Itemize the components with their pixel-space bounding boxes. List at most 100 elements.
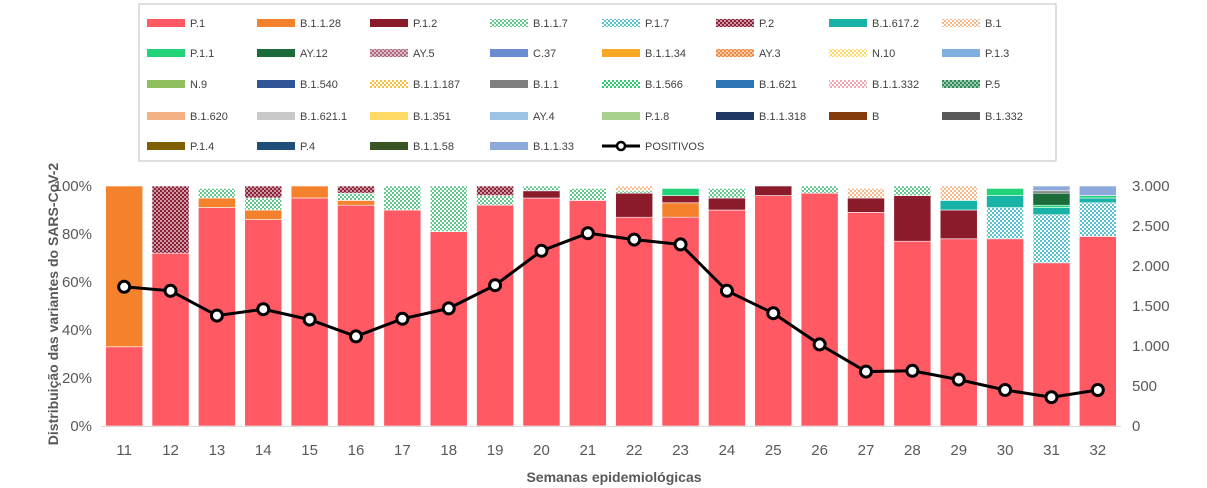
- bar-segment-p-1-26: [800, 192, 839, 427]
- bar-segment-p-1-2-25: [754, 185, 793, 196]
- x-tick-label: 25: [765, 442, 782, 459]
- legend-swatch-p-2: [716, 19, 754, 27]
- legend-swatch-b-1-1-7: [490, 19, 528, 27]
- legend-swatch-b-1: [942, 19, 980, 27]
- y2-tick-label: 3.000: [1132, 178, 1170, 195]
- bar-segment-p-2-14: [244, 185, 283, 199]
- y2-tick-label: 2.000: [1132, 258, 1170, 275]
- legend-swatch-b-1-332: [942, 112, 980, 120]
- positivos-point-25: [766, 306, 781, 321]
- x-tick-label: 22: [626, 442, 643, 459]
- legend-label-p-1: P.1: [190, 18, 205, 30]
- positivos-point-31: [1044, 390, 1059, 405]
- bar-segment-b-1-1-33-31: [1032, 185, 1071, 192]
- legend-label-b-1-621-1: B.1.621.1: [300, 111, 347, 123]
- x-tick-label: 32: [1089, 442, 1106, 459]
- stacked-bars: [105, 185, 1117, 427]
- positivos-line-path: [124, 231, 1099, 399]
- legend-label-p-1-1: P.1.1: [190, 48, 214, 60]
- legend-swatch-p-1-7: [602, 19, 640, 27]
- y2-tick-label: 1.500: [1132, 298, 1170, 315]
- legend-label-ay-5: AY.5: [413, 48, 435, 60]
- legend-label-n-10: N.10: [872, 48, 895, 60]
- legend-swatch-p-1-2: [370, 19, 408, 27]
- x-tick-label: 13: [209, 442, 226, 459]
- bar-segment-p-1-18: [429, 231, 468, 427]
- legend-label-b-1-1-332: B.1.1.332: [872, 79, 919, 91]
- legend-label-b-1-1-33: B.1.1.33: [533, 141, 574, 153]
- legend-swatch-b-1-620: [147, 112, 185, 120]
- legend-label-b-1-1-28: B.1.1.28: [300, 18, 341, 30]
- legend-swatch-ay-5: [370, 49, 408, 57]
- legend-label-n-9: N.9: [190, 79, 207, 91]
- legend-label-b-1-1-318: B.1.1.318: [759, 111, 806, 123]
- bar-segment-p-2-12: [151, 185, 190, 254]
- legend-label-c-37: C.37: [533, 48, 556, 60]
- y-tick-label: 20%: [62, 370, 92, 387]
- positivos-point-11: [117, 279, 132, 294]
- legend-swatch-b-1-351: [370, 112, 408, 120]
- legend-swatch-b-1-1-187: [370, 80, 408, 88]
- legend-label-b-1-1: B.1.1: [533, 79, 559, 91]
- legend-label-p-1-2: P.1.2: [413, 18, 437, 30]
- legend-label-p-1-4: P.1.4: [190, 141, 214, 153]
- legend-label-ay-12: AY.12: [300, 48, 328, 60]
- y2-tick-label: 0: [1132, 418, 1140, 435]
- legend-swatch-b: [829, 112, 867, 120]
- legend-label-b-1: B.1: [985, 18, 1002, 30]
- bar-segment-b-1-1-7-22: [615, 190, 654, 194]
- positivos-point-32: [1090, 383, 1105, 397]
- positivos-point-20: [534, 243, 549, 258]
- legend-swatch-b-1-1-58: [370, 142, 408, 150]
- legend-label-p-1-8: P.1.8: [645, 111, 669, 123]
- bar-segment-p-1-2-24: [708, 197, 746, 211]
- bar-segment-b-1-29: [939, 185, 978, 201]
- legend-label-b-1-1-7: B.1.1.7: [533, 18, 568, 30]
- legend-label-b-1-617-2: B.1.617.2: [872, 18, 919, 30]
- legend-label-b-1-1-58: B.1.1.58: [413, 141, 454, 153]
- bar-segment-b-1-1-28-16: [337, 200, 375, 206]
- legend-label-b-1-566: B.1.566: [645, 79, 683, 91]
- bar-segment-b-1-1-31: [1032, 190, 1071, 194]
- bar-segment-p-1-20: [522, 197, 561, 427]
- bar-segment-b-1-1-7-28: [893, 185, 932, 196]
- legend-swatch-c-37: [490, 49, 528, 57]
- legend-label-b-1-332: B.1.332: [985, 111, 1023, 123]
- bar-segment-p-1-2-22: [615, 192, 654, 218]
- legend-label-ay-4: AY.4: [533, 111, 555, 123]
- bar-segment-p-1-19: [476, 204, 514, 427]
- bar-segment-p-1-2-28: [893, 195, 932, 242]
- positivos-point-17: [395, 311, 410, 326]
- bar-segment-b-1-617-2-31: [1032, 207, 1071, 216]
- x-tick-label: 28: [904, 442, 921, 459]
- bar-segment-b-1-1-7-19: [476, 195, 514, 206]
- x-tick-label: 11: [116, 442, 132, 459]
- legend-label-b-1-621: B.1.621: [759, 79, 797, 91]
- positivos-point-28: [905, 363, 920, 378]
- legend-swatch-b-1-1: [490, 80, 528, 88]
- legend-swatch-b-1-1-33: [490, 142, 528, 150]
- bar-segment-b-1-1-28-23: [661, 202, 700, 218]
- x-tick-label: 17: [394, 442, 411, 459]
- positivos-point-22: [627, 232, 642, 247]
- legend-label-b-1-1-34: B.1.1.34: [645, 48, 686, 60]
- legend-label-b: B: [872, 111, 879, 123]
- legend-label-p-1-3: P.1.3: [985, 48, 1009, 60]
- bar-segment-b-1-1-7-20: [522, 185, 561, 192]
- bar-segment-b-1-617-2-32: [1078, 197, 1117, 204]
- x-tick-label: 14: [255, 442, 272, 459]
- legend-label-b-1-1-187: B.1.1.187: [413, 79, 460, 91]
- bar-segment-b-1-1-7-24: [708, 188, 746, 199]
- positivos-point-18: [441, 301, 456, 316]
- bar-segment-p-1-2-20: [522, 190, 561, 199]
- bar-segment-p-1-27: [847, 212, 885, 427]
- x-tick-label: 20: [533, 442, 550, 459]
- legend-swatch-b-1-566: [602, 80, 640, 88]
- bar-segment-p-1-2-29: [939, 209, 978, 240]
- bar-segment-p-1-11: [105, 346, 144, 427]
- positivos-point-23: [673, 237, 688, 252]
- legend-label-b-1-540: B.1.540: [300, 79, 338, 91]
- positivos-point-15: [302, 312, 317, 327]
- positivos-point-30: [998, 383, 1013, 397]
